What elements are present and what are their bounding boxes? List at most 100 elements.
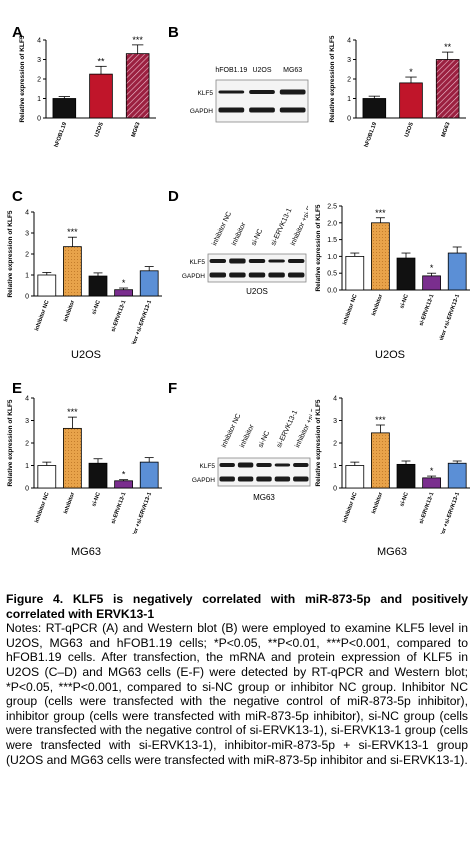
y-tick-label: 3 xyxy=(25,418,29,425)
x-tick-label: inhibitor +si-ERVK13-1 xyxy=(435,294,461,340)
western-blot-b: hFOB1.19 U2OS MG63 KLF5 GAPDH xyxy=(190,67,309,123)
panel-label-b: B xyxy=(168,24,179,41)
bar xyxy=(88,462,108,489)
x-tick-label: inhibitor xyxy=(371,293,385,317)
blot-band xyxy=(209,259,227,263)
group-label-mg63-e: MG63 xyxy=(71,546,101,558)
x-tick-label: inhibitor NC xyxy=(34,300,51,332)
blot-row-label: GAPDH xyxy=(182,273,205,280)
y-tick-label: 4 xyxy=(25,210,29,217)
significance-mark: * xyxy=(430,263,434,273)
blot-band xyxy=(248,272,266,278)
x-tick-label: MG63 xyxy=(131,122,142,138)
blot-lane-label: hFOB1.19 xyxy=(215,67,247,74)
blot-cell-label: MG63 xyxy=(253,493,275,502)
blot-lane-label: MG63 xyxy=(283,67,302,74)
x-tick-label: U2OS xyxy=(404,121,415,138)
panel-label-d: D xyxy=(168,188,179,205)
y-tick-label: 0 xyxy=(25,294,29,301)
blot-band xyxy=(249,90,275,94)
significance-mark: *** xyxy=(132,35,143,45)
y-tick-label: 1 xyxy=(25,463,29,470)
y-axis-label: Relative expression of KLF5 xyxy=(329,35,336,122)
blot-band xyxy=(279,89,306,95)
blot-lane-label: inhibitor xyxy=(239,423,256,449)
blot-band xyxy=(219,476,235,482)
y-axis-label: Relative expression of KLF5 xyxy=(315,204,322,291)
y-tick-label: 0.5 xyxy=(327,271,337,278)
chart-d: Relative expression of KLF5 0.0 0.5 1.0 1.5 2… xyxy=(315,204,470,340)
x-tick-label: inhibitor NC xyxy=(34,492,51,524)
y-tick-label: 1.5 xyxy=(327,237,337,244)
x-tick-label: inhibitor +si-ERVK13-1 xyxy=(127,300,153,344)
y-tick-label: 2 xyxy=(333,441,337,448)
blot-band xyxy=(237,476,254,482)
x-tick-label: inhibitor +si-ERVK13-1 xyxy=(435,492,461,534)
blot-band xyxy=(279,107,306,113)
significance-mark: * xyxy=(122,470,126,480)
x-tick-label: si-NC xyxy=(91,492,102,508)
x-tick-label: inhibitor NC xyxy=(342,492,359,524)
x-tick-label: si-ERVK13-1 xyxy=(110,492,127,525)
y-axis-label: Relative expression of KLF5 xyxy=(7,399,14,486)
y-tick-label: 4 xyxy=(37,38,41,45)
x-tick-label: si-ERVK13-1 xyxy=(418,492,435,525)
blot-band xyxy=(274,463,291,467)
bar xyxy=(345,256,365,291)
bar xyxy=(345,465,365,489)
blot-band xyxy=(293,463,309,467)
bar xyxy=(63,427,82,489)
bar xyxy=(52,98,77,119)
y-tick-label: 4 xyxy=(25,396,29,403)
blot-lane-label: inhibitor +si-ERVK13-1 xyxy=(294,390,312,449)
y-tick-label: 0.0 xyxy=(327,288,337,295)
blot-lane-label: si-NC xyxy=(250,228,264,247)
significance-mark: ** xyxy=(444,42,452,52)
blot-band xyxy=(229,258,246,264)
bar xyxy=(114,480,133,489)
significance-mark: * xyxy=(122,278,126,288)
blot-band xyxy=(256,476,272,482)
chart-b: Relative expression of KLF5 0 1 2 3 4 hFOB1.19… xyxy=(329,35,466,149)
x-tick-label: inhibitor xyxy=(63,491,77,515)
bar xyxy=(371,222,390,291)
x-tick-label: hFOB1.19 xyxy=(364,122,379,149)
y-tick-label: 4 xyxy=(347,38,351,45)
blot-band xyxy=(219,463,235,467)
panel-label-c: C xyxy=(12,188,23,205)
bar xyxy=(371,432,390,489)
blot-row-label: KLF5 xyxy=(197,90,213,97)
y-tick-label: 1 xyxy=(37,96,41,103)
blot-row-label: GAPDH xyxy=(192,477,215,484)
blot-lane-label: U2OS xyxy=(252,67,271,74)
bar xyxy=(447,252,467,291)
significance-mark: * xyxy=(430,466,434,476)
y-tick-label: 0 xyxy=(347,116,351,123)
blot-band xyxy=(209,272,227,278)
y-axis-label: Relative expression of KLF5 xyxy=(7,210,14,297)
blot-band xyxy=(249,107,275,113)
figure-caption: Figure 4. KLF5 is negatively correlated … xyxy=(6,592,468,767)
blot-band xyxy=(218,90,245,94)
x-tick-label: si-ERVK13-1 xyxy=(110,300,127,333)
bar xyxy=(422,477,441,489)
chart-f: Relative expression of KLF5 0 1 2 3 4 inhibito… xyxy=(315,396,470,534)
y-tick-label: 2 xyxy=(25,252,29,259)
blot-band xyxy=(287,259,305,263)
group-label-mg63-f: MG63 xyxy=(377,546,407,558)
significance-mark: *** xyxy=(375,208,386,218)
caption-notes: Notes: RT-qPCR (A) and Western blot (B) … xyxy=(6,621,468,767)
bar xyxy=(396,257,416,291)
bar xyxy=(125,53,150,119)
panel-label-a: A xyxy=(12,24,23,41)
bar xyxy=(139,270,159,297)
blot-lane-label: si-NC xyxy=(257,430,271,449)
blot-row-label: KLF5 xyxy=(189,259,205,266)
panel-label-e: E xyxy=(12,380,23,397)
blot-band xyxy=(237,462,254,468)
blot-frame xyxy=(207,253,307,283)
bar xyxy=(362,98,387,119)
y-tick-label: 3 xyxy=(347,57,351,64)
